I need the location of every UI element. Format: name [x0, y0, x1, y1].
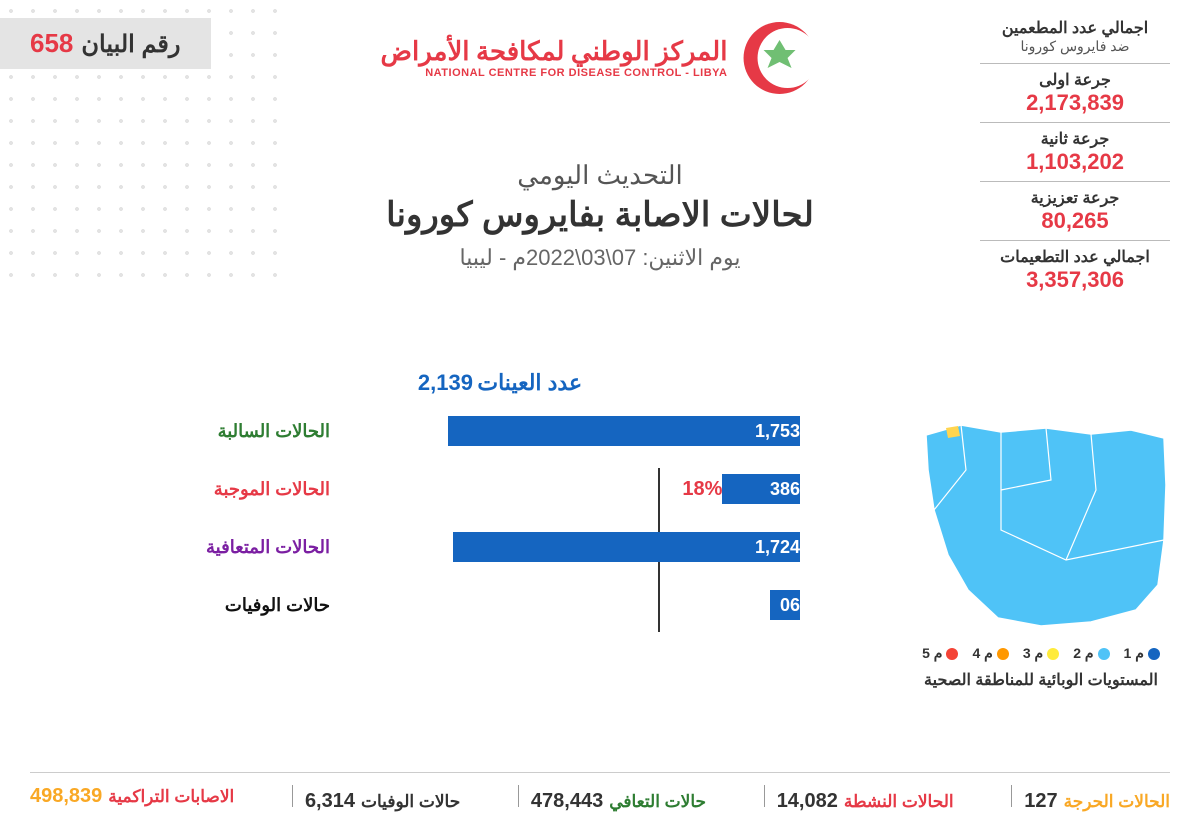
bstat-value: 498,839 [30, 785, 102, 808]
chart-row: الحالات السالبة 1,753 [200, 414, 800, 448]
bar-wrap: 1,753 [340, 416, 800, 446]
org-text: المركز الوطني لمكافحة الأمراض NATIONAL C… [381, 37, 728, 79]
statement-badge: رقم البيان 658 [0, 18, 211, 69]
legend-item: م 5 [922, 645, 958, 662]
vax-header2: ضد فايروس كورونا [980, 38, 1170, 55]
bottom-stat: الاصابات التراكمية 498,839 [30, 785, 234, 813]
vax-row: اجمالي عدد التطعيمات 3,357,306 [980, 240, 1170, 299]
legend-label: م 3 [1023, 645, 1043, 662]
bstat-label: الحالات الحرجة [1064, 792, 1170, 812]
legend-label: م 2 [1073, 645, 1093, 662]
separator [518, 785, 519, 807]
crescent-logo-icon [739, 18, 819, 98]
map-caption: المستويات الوبائية للمناطقة الصحية [906, 670, 1176, 690]
bar: 386 [722, 474, 800, 504]
bstat-value: 6,314 [305, 790, 355, 813]
bottom-stat: حالات التعافي 478,443 [512, 785, 706, 813]
bar-label: الحالات المتعافية [200, 537, 340, 558]
samples-value: 2,139 [418, 370, 473, 395]
chart-row: الحالات المتعافية 1,724 [200, 530, 800, 564]
statement-number: 658 [30, 28, 73, 59]
bar-pct: 18% [682, 478, 722, 501]
org-name-ar: المركز الوطني لمكافحة الأمراض [381, 37, 728, 67]
separator [764, 785, 765, 807]
bar-wrap: 1,724 [340, 532, 800, 562]
title-block: التحديث اليومي لحالات الاصابة بفايروس كو… [300, 160, 900, 271]
vaccination-panel: اجمالي عدد المطعمين ضد فايروس كورونا جرع… [980, 18, 1170, 299]
chart-row: حالات الوفيات 06 [200, 588, 800, 622]
vax-row: جرعة ثانية 1,103,202 [980, 122, 1170, 181]
statement-label: رقم البيان [81, 30, 180, 59]
bstat-label: الاصابات التراكمية [108, 787, 234, 807]
legend-dot-icon [946, 648, 958, 660]
legend-item: م 1 [1124, 645, 1160, 662]
vax-row-value: 2,173,839 [980, 90, 1170, 116]
vax-row-value: 1,103,202 [980, 149, 1170, 175]
map-legend: م 1 م 2 م 3 م 4 م 5 [906, 645, 1176, 662]
bar: 06 [770, 590, 800, 620]
legend-item: م 2 [1073, 645, 1109, 662]
vax-row-label: جرعة اولى [980, 70, 1170, 90]
vax-row-value: 3,357,306 [980, 267, 1170, 293]
legend-dot-icon [1098, 648, 1110, 660]
map-area: م 1 م 2 م 3 م 4 م 5 المستويات الوبائية للمنا… [906, 410, 1176, 690]
vax-row-label: جرعة ثانية [980, 129, 1170, 149]
bar-label: الحالات السالبة [200, 421, 340, 442]
legend-dot-icon [1148, 648, 1160, 660]
legend-item: م 3 [1023, 645, 1059, 662]
vax-row-value: 80,265 [980, 208, 1170, 234]
vax-header1: اجمالي عدد المطعمين [980, 18, 1170, 38]
bottom-stat: الحالات النشطة 14,082 [758, 785, 954, 813]
title-line3: يوم الاثنين: 07\03\2022م - ليبيا [300, 245, 900, 271]
bottom-stat: حالات الوفيات 6,314 [286, 785, 460, 813]
bar-wrap: 06 [340, 590, 800, 620]
chart-title: عدد العينات 2,139 [200, 370, 800, 396]
bar: 1,724 [453, 532, 800, 562]
bar-chart: عدد العينات 2,139 الحالات السالبة 1,753 … [200, 370, 800, 646]
vax-row-label: اجمالي عدد التطعيمات [980, 247, 1170, 267]
bottom-stats-bar: الحالات الحرجة 127 الحالات النشطة 14,082… [30, 772, 1170, 813]
vax-row: جرعة تعزيزية 80,265 [980, 181, 1170, 240]
bar-label: الحالات الموجبة [200, 479, 340, 500]
bstat-label: الحالات النشطة [844, 792, 954, 812]
title-line2: لحالات الاصابة بفايروس كورونا [300, 195, 900, 235]
bar-label: حالات الوفيات [200, 595, 340, 616]
chart-row: الحالات الموجبة 386 18% [200, 472, 800, 506]
bottom-stat: الحالات الحرجة 127 [1005, 785, 1170, 813]
bar-wrap: 386 18% [340, 474, 800, 504]
libya-map-icon [906, 410, 1176, 630]
bstat-value: 478,443 [531, 790, 603, 813]
vax-row: جرعة اولى 2,173,839 [980, 63, 1170, 122]
samples-label: عدد العينات [477, 370, 582, 395]
legend-label: م 1 [1124, 645, 1144, 662]
title-line1: التحديث اليومي [300, 160, 900, 191]
legend-item: م 4 [972, 645, 1008, 662]
bstat-value: 14,082 [777, 790, 838, 813]
legend-dot-icon [997, 648, 1009, 660]
header-logo: المركز الوطني لمكافحة الأمراض NATIONAL C… [381, 18, 820, 98]
legend-dot-icon [1047, 648, 1059, 660]
separator [1011, 785, 1012, 807]
separator [292, 785, 293, 807]
vax-row-label: جرعة تعزيزية [980, 188, 1170, 208]
org-name-en: NATIONAL CENTRE FOR DISEASE CONTROL - LI… [381, 67, 728, 79]
bstat-label: حالات الوفيات [361, 792, 460, 812]
legend-label: م 5 [922, 645, 942, 662]
bstat-label: حالات التعافي [609, 792, 706, 812]
legend-label: م 4 [972, 645, 992, 662]
bar: 1,753 [448, 416, 800, 446]
bstat-value: 127 [1024, 790, 1057, 813]
